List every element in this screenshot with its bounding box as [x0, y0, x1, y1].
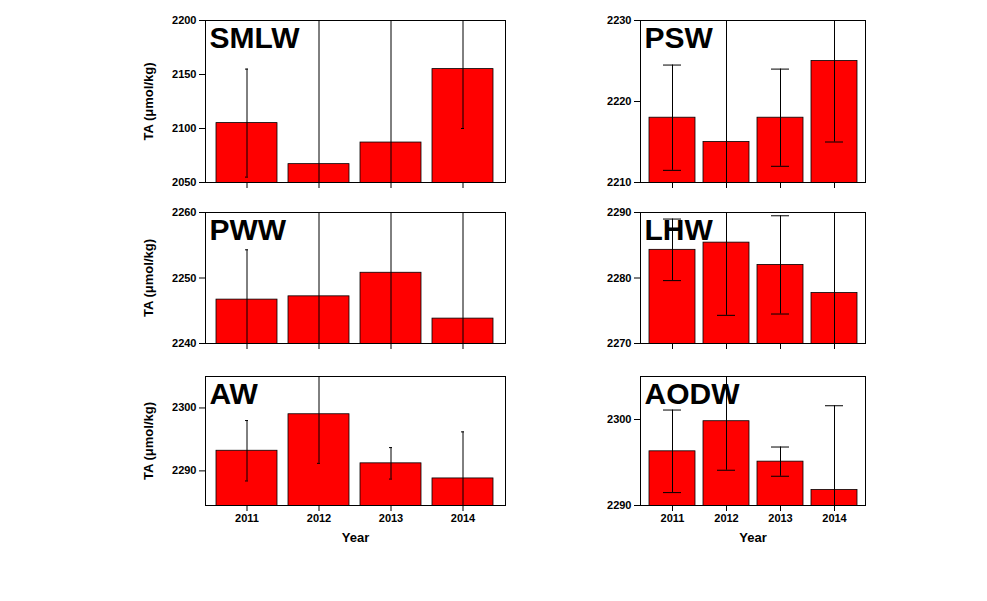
svg-text:2270: 2270: [607, 337, 631, 349]
svg-text:2014: 2014: [451, 512, 476, 524]
svg-text:PWW: PWW: [210, 213, 287, 246]
svg-text:2300: 2300: [607, 413, 631, 425]
svg-text:2200: 2200: [172, 14, 196, 26]
svg-text:2290: 2290: [607, 499, 631, 511]
svg-text:TA (μmol/kg): TA (μmol/kg): [141, 63, 156, 141]
svg-text:2230: 2230: [607, 14, 631, 26]
svg-text:AODW: AODW: [645, 377, 741, 410]
svg-text:2260: 2260: [172, 206, 196, 218]
svg-text:Year: Year: [739, 530, 766, 545]
svg-text:2011: 2011: [661, 512, 685, 524]
svg-text:2100: 2100: [172, 122, 196, 134]
svg-text:2013: 2013: [768, 512, 792, 524]
svg-text:2290: 2290: [172, 464, 196, 476]
svg-text:2011: 2011: [235, 512, 259, 524]
svg-text:2300: 2300: [172, 401, 196, 413]
svg-text:2280: 2280: [607, 272, 631, 284]
svg-text:2050: 2050: [172, 176, 196, 188]
svg-text:2150: 2150: [172, 68, 196, 80]
svg-text:2012: 2012: [307, 512, 331, 524]
svg-text:2014: 2014: [822, 512, 847, 524]
svg-text:2012: 2012: [714, 512, 738, 524]
svg-text:2013: 2013: [379, 512, 403, 524]
svg-text:2250: 2250: [172, 272, 196, 284]
svg-text:TA (μmol/kg): TA (μmol/kg): [141, 239, 156, 317]
svg-text:Year: Year: [342, 530, 369, 545]
svg-text:2210: 2210: [607, 176, 631, 188]
svg-text:2290: 2290: [607, 206, 631, 218]
svg-text:LHW: LHW: [645, 213, 714, 246]
svg-text:2220: 2220: [607, 95, 631, 107]
svg-text:SMLW: SMLW: [210, 21, 301, 54]
svg-text:AW: AW: [210, 377, 259, 410]
svg-text:2240: 2240: [172, 337, 196, 349]
svg-text:PSW: PSW: [645, 21, 714, 54]
svg-text:TA (μmol/kg): TA (μmol/kg): [141, 402, 156, 480]
